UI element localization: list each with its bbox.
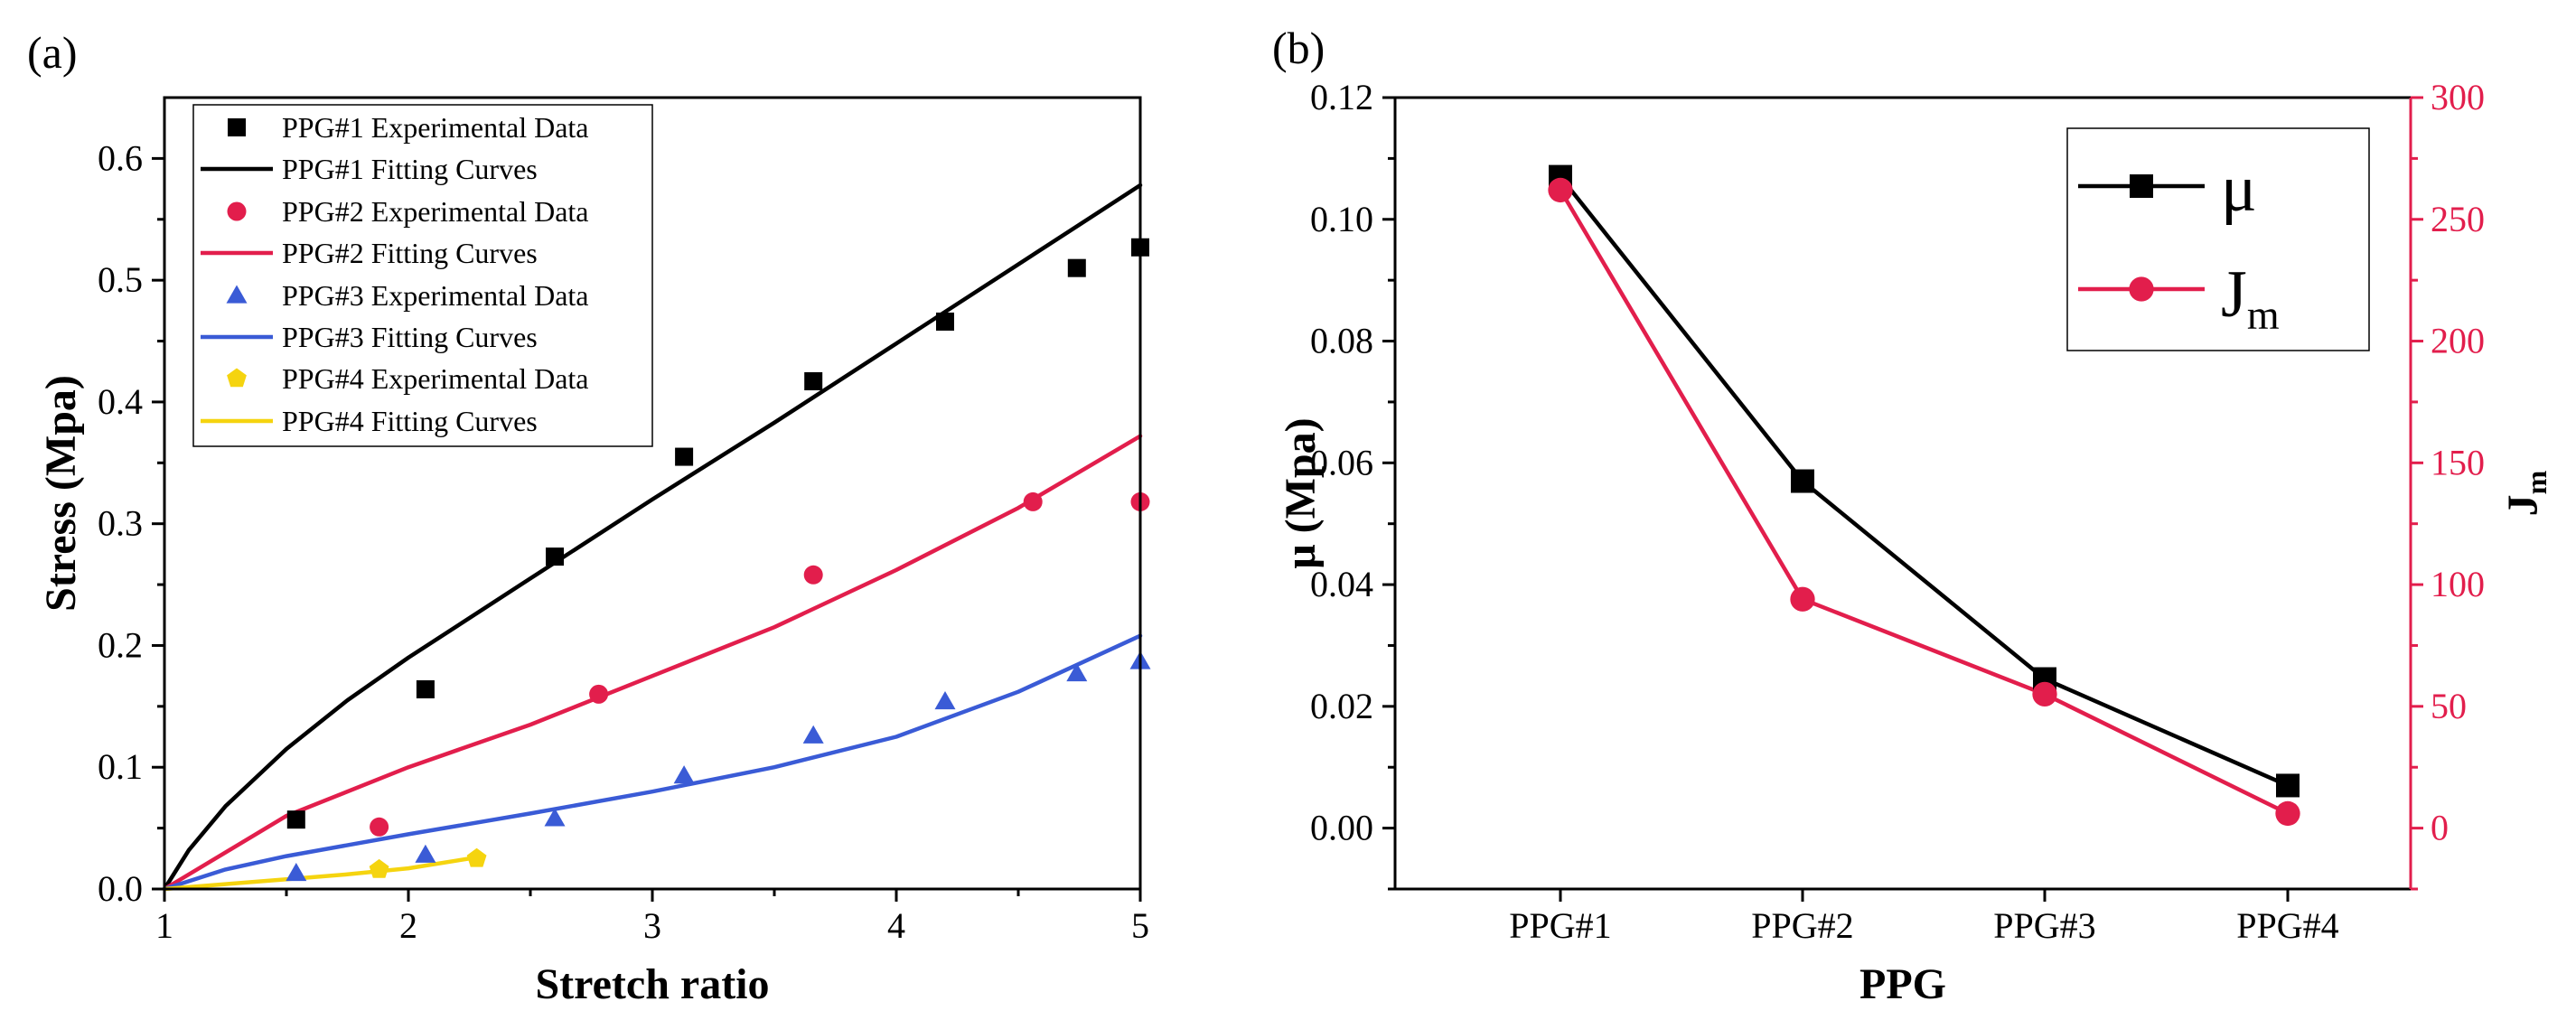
data-point-mu	[1791, 469, 1814, 493]
panel-a-y-tick-label: 0.1	[98, 746, 143, 787]
panel-b: (b) PPG#1 PPG#2 PPG#3 PPG#4 0.00 0.02 0.04 0.06…	[1272, 23, 2553, 1008]
panel-b-right-tick-label: 300	[2431, 77, 2485, 117]
data-point-ppg3	[286, 862, 307, 882]
panel-a-x-tick-label: 1	[155, 905, 173, 946]
legend-entry-ppg2-fit: PPG#2 Fitting Curves	[282, 237, 538, 269]
data-point-ppg3	[934, 690, 956, 710]
panel-a-ticks: 1 2 3 4 5 0.0 0.1 0.2 0.3 0.4 0.5 0.6	[98, 137, 1149, 946]
panel-a-x-tick-label: 3	[643, 905, 661, 946]
data-point-ppg3	[673, 765, 695, 784]
panel-b-series	[1548, 164, 2300, 827]
legend-marker-ppg4	[227, 368, 247, 388]
data-point-ppg1	[546, 547, 564, 566]
panel-a-x-tick-label: 5	[1131, 905, 1149, 946]
panel-a-legend: PPG#1 Experimental Data PPG#1 Fitting Cu…	[192, 104, 653, 447]
data-point-ppg1	[1067, 258, 1086, 277]
panel-b-legend: μ Jm	[2066, 127, 2370, 351]
panel-b-right-axis-title: Jm	[2499, 470, 2553, 516]
panel-b-legend-box	[2066, 127, 2370, 351]
data-point-mu	[2276, 773, 2300, 798]
legend-entry-ppg4-fit: PPG#4 Fitting Curves	[282, 405, 538, 437]
panel-a-y-tick-label: 0.0	[98, 868, 143, 909]
panel-b-right-tick-label: 50	[2431, 686, 2467, 726]
panel-b-x-tick-label: PPG#3	[1993, 905, 2095, 946]
data-point-ppg1	[804, 372, 823, 391]
panel-b-right-tick-label: 250	[2431, 199, 2485, 239]
data-point-ppg1	[936, 312, 954, 331]
legend-entry-ppg1-data: PPG#1 Experimental Data	[282, 111, 588, 144]
panel-a-x-tick-label: 2	[399, 905, 417, 946]
data-point-ppg3	[1066, 662, 1088, 682]
panel-b-x-axis-title: PPG	[1859, 960, 1946, 1008]
panel-b-left-tick-label: 0.10	[1310, 199, 1373, 239]
series-line-mu	[1559, 175, 2289, 788]
panel-b-ticks: PPG#1 PPG#2 PPG#3 PPG#4 0.00 0.02 0.04 0.06 0.08…	[1310, 77, 2485, 946]
panel-a-y-tick-label: 0.6	[98, 137, 143, 178]
panel-b-x-tick-label: PPG#2	[1751, 905, 1853, 946]
data-point-jm	[1790, 586, 1815, 612]
panel-b-left-tick-label: 0.02	[1310, 686, 1373, 726]
data-point-ppg1	[675, 447, 694, 466]
panel-a-y-axis-title: Stress (Mpa)	[37, 375, 85, 612]
fit-curve-ppg3	[162, 633, 1143, 892]
legend-entry-ppg4-data: PPG#4 Experimental Data	[282, 362, 588, 395]
panel-b-right-tick-label: 200	[2431, 321, 2485, 361]
legend-marker-ppg3	[226, 285, 248, 304]
panel-b-right-tick-label: 0	[2431, 808, 2449, 848]
data-point-ppg2	[803, 565, 823, 585]
legend-marker-ppg2	[227, 201, 247, 221]
fit-curve-ppg1	[162, 182, 1143, 892]
fit-curve-ppg2	[162, 434, 1143, 892]
data-point-ppg1	[416, 679, 435, 698]
panel-b-left-tick-label: 0.00	[1310, 808, 1373, 848]
data-point-ppg1	[286, 810, 305, 829]
data-point-ppg4	[466, 847, 487, 867]
panel-b-left-tick-label: 0.08	[1310, 321, 1373, 361]
panel-b-left-tick-label: 0.12	[1310, 77, 1373, 117]
panel-b-x-tick-label: PPG#1	[1509, 905, 1611, 946]
panel-a-x-axis-title: Stretch ratio	[535, 960, 769, 1008]
panel-b-label: (b)	[1272, 23, 1325, 73]
panel-b-x-tick-label: PPG#4	[2236, 905, 2338, 946]
series-line-jm	[1559, 189, 2289, 816]
panel-a-y-tick-label: 0.5	[98, 259, 143, 300]
data-point-ppg3	[544, 808, 566, 827]
panel-a-legend-box	[192, 104, 653, 447]
legend-entry-ppg3-data: PPG#3 Experimental Data	[282, 279, 588, 312]
panel-a-label: (a)	[27, 27, 78, 78]
data-point-jm	[2032, 681, 2057, 707]
legend-marker-ppg1	[228, 118, 246, 136]
data-point-ppg3	[415, 844, 436, 863]
legend-entry-ppg3-fit: PPG#3 Fitting Curves	[282, 321, 538, 353]
panel-b-right-tick-label: 150	[2431, 442, 2485, 482]
panel-b-left-axis-title: μ (Mpa)	[1277, 417, 1325, 568]
panel-a: (a) 1 2 3 4 5 0.0 0.1 0.2 0.3 0.4 0.5 0.6 Stretch r…	[27, 27, 1151, 1008]
panel-a-data-points	[286, 238, 1151, 882]
legend-entry-ppg2-data: PPG#2 Experimental Data	[282, 195, 588, 228]
panel-a-x-tick-label: 4	[887, 905, 905, 946]
data-point-ppg3	[802, 725, 824, 744]
data-point-ppg2	[1023, 491, 1043, 511]
data-point-jm	[2275, 800, 2300, 827]
panel-a-fit-curves	[162, 182, 1143, 892]
legend-marker-jm	[2129, 276, 2154, 302]
legend-entry-jm: Jm	[2221, 257, 2280, 338]
panel-b-left-tick-label: 0.04	[1310, 564, 1373, 604]
data-point-ppg2	[370, 817, 389, 837]
panel-a-y-tick-label: 0.4	[98, 381, 143, 422]
panel-a-y-tick-label: 0.3	[98, 503, 143, 544]
panel-b-left-tick-label: 0.06	[1310, 442, 1373, 482]
panel-b-right-tick-label: 100	[2431, 564, 2485, 604]
fit-curve-ppg4	[162, 855, 479, 892]
legend-entry-ppg1-fit: PPG#1 Fitting Curves	[282, 153, 538, 185]
panel-a-y-tick-label: 0.2	[98, 624, 143, 665]
legend-entry-mu: μ	[2221, 152, 2257, 226]
data-point-ppg4	[369, 858, 389, 878]
data-point-ppg2	[589, 684, 609, 704]
legend-marker-mu	[2130, 174, 2153, 198]
data-point-jm	[1548, 177, 1573, 203]
